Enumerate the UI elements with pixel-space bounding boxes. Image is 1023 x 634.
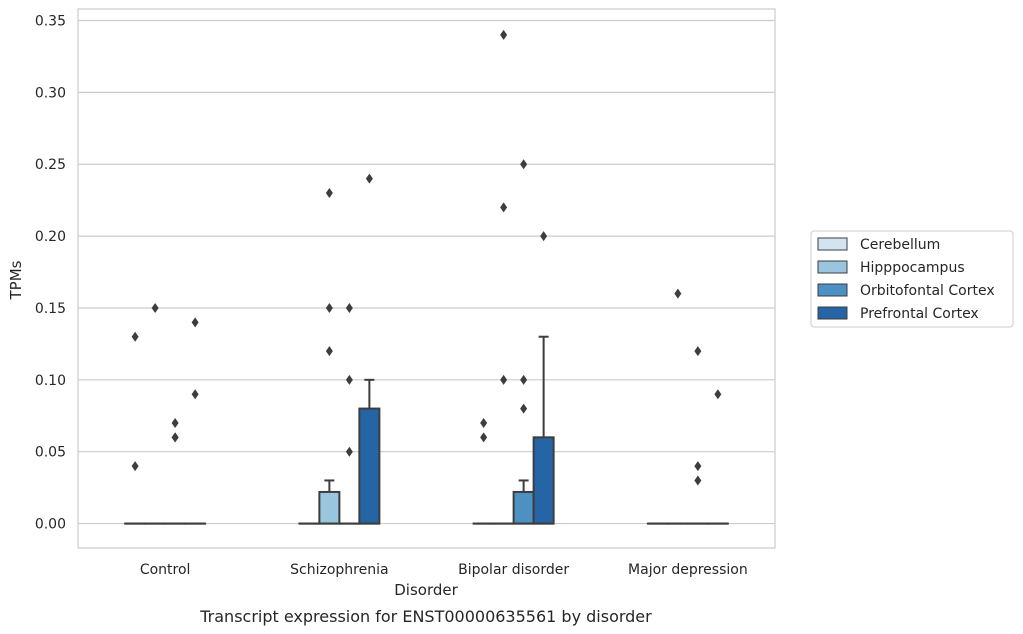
box — [512, 479, 535, 525]
outlier-point — [171, 417, 179, 428]
outlier-point — [694, 346, 702, 357]
y-tick-label: 0.25 — [35, 157, 66, 173]
x-axis-label: Disorder — [394, 581, 458, 599]
x-tick-label: Schizophrenia — [290, 562, 388, 578]
legend-swatch — [817, 306, 848, 320]
outlier-point — [325, 346, 333, 357]
legend-entry: Cerebellum — [860, 237, 940, 253]
x-tick-label: Bipolar disorder — [458, 562, 569, 578]
outlier-point — [325, 187, 333, 198]
outlier-point — [171, 432, 179, 443]
y-axis-label: TPMs — [7, 260, 25, 300]
box-body — [512, 490, 535, 525]
outlier-point — [191, 389, 199, 400]
outlier-point — [345, 446, 353, 457]
box — [318, 479, 341, 525]
outlier-point — [500, 374, 508, 385]
outlier-point — [325, 302, 333, 313]
y-tick-label: 0.10 — [35, 373, 66, 389]
box — [532, 335, 555, 525]
y-tick-label: 0.35 — [35, 13, 66, 29]
outlier-point — [500, 202, 508, 213]
legend-swatch — [817, 260, 848, 274]
y-tick-label: 0.20 — [35, 229, 66, 245]
outlier-point — [131, 331, 139, 342]
outlier-point — [674, 288, 682, 299]
outlier-point — [480, 417, 488, 428]
boxes — [124, 335, 729, 525]
legend-entry: Prefrontal Cortex — [860, 306, 979, 322]
y-tick-label: 0.00 — [35, 517, 66, 533]
plot-frame — [77, 8, 776, 549]
outlier-point — [520, 403, 528, 414]
box — [358, 378, 381, 525]
outliers — [131, 29, 722, 486]
legend-entry: Orbitofontal Cortex — [860, 283, 995, 299]
outlier-point — [540, 231, 548, 242]
grid-lines — [78, 19, 775, 525]
box-body — [532, 436, 555, 525]
outlier-point — [345, 374, 353, 385]
outlier-point — [520, 159, 528, 170]
outlier-point — [694, 475, 702, 486]
y-tick-label: 0.30 — [35, 85, 66, 101]
outlier-point — [694, 461, 702, 472]
outlier-point — [365, 173, 373, 184]
x-tick-label: Major depression — [628, 562, 748, 578]
x-tick-labels: Control Schizophrenia Bipolar disorder Majo… — [140, 562, 748, 578]
outlier-point — [131, 461, 139, 472]
x-tick-label: Control — [140, 562, 191, 578]
box-body — [318, 490, 341, 525]
outlier-point — [345, 302, 353, 313]
outlier-point — [714, 389, 722, 400]
legend-entry: Hipppocampus — [860, 260, 965, 276]
y-tick-label: 0.05 — [35, 445, 66, 461]
outlier-point — [191, 317, 199, 328]
outlier-point — [500, 29, 508, 40]
outlier-point — [520, 374, 528, 385]
legend-swatch — [817, 283, 848, 297]
y-tick-label: 0.15 — [35, 301, 66, 317]
legend-frame — [810, 230, 1014, 328]
outlier-point — [151, 302, 159, 313]
outlier-point — [480, 432, 488, 443]
chart-title: Transcript expression for ENST0000063556… — [199, 607, 652, 626]
legend-swatch — [817, 237, 848, 251]
y-tick-labels: 0.00 0.05 0.10 0.15 0.20 0.25 0.30 0.35 — [35, 13, 66, 532]
box-body — [358, 407, 381, 525]
legend: Cerebellum Hipppocampus Orbitofontal Corte… — [810, 230, 1014, 328]
